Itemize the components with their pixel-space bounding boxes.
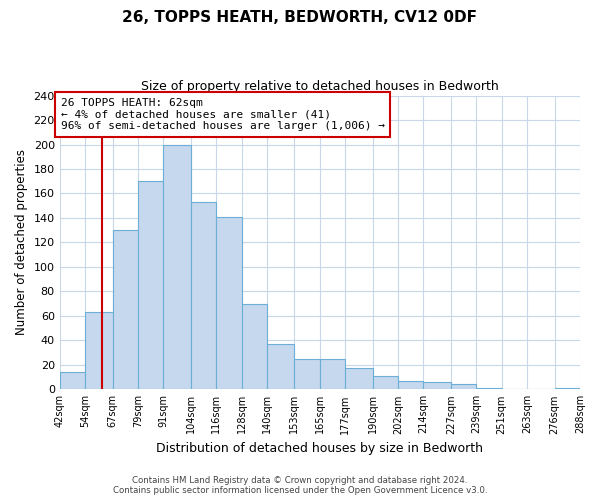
Bar	[163, 144, 191, 390]
Bar	[191, 202, 216, 390]
Bar	[242, 304, 267, 390]
X-axis label: Distribution of detached houses by size in Bedworth: Distribution of detached houses by size …	[157, 442, 484, 455]
Text: Contains HM Land Registry data © Crown copyright and database right 2024.
Contai: Contains HM Land Registry data © Crown c…	[113, 476, 487, 495]
Bar	[398, 380, 424, 390]
Bar	[59, 372, 85, 390]
Text: 26, TOPPS HEATH, BEDWORTH, CV12 0DF: 26, TOPPS HEATH, BEDWORTH, CV12 0DF	[122, 10, 478, 25]
Bar	[424, 382, 451, 390]
Bar	[216, 216, 242, 390]
Bar	[554, 388, 580, 390]
Bar	[85, 312, 113, 390]
Bar	[295, 358, 320, 390]
Text: 26 TOPPS HEATH: 62sqm
← 4% of detached houses are smaller (41)
96% of semi-detac: 26 TOPPS HEATH: 62sqm ← 4% of detached h…	[61, 98, 385, 131]
Bar	[373, 376, 398, 390]
Bar	[345, 368, 373, 390]
Bar	[113, 230, 138, 390]
Bar	[476, 388, 502, 390]
Bar	[320, 358, 345, 390]
Bar	[451, 384, 476, 390]
Y-axis label: Number of detached properties: Number of detached properties	[15, 150, 28, 336]
Title: Size of property relative to detached houses in Bedworth: Size of property relative to detached ho…	[141, 80, 499, 93]
Bar	[267, 344, 295, 390]
Bar	[138, 181, 163, 390]
